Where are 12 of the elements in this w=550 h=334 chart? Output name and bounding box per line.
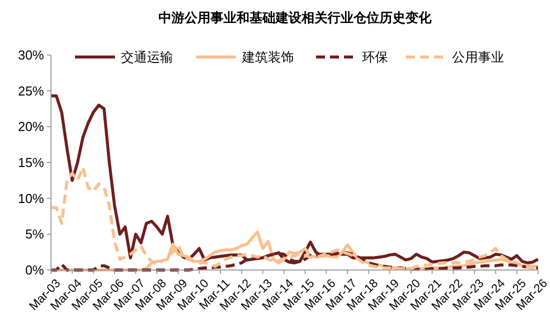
chart-title: 中游公用事业和基础建设相关行业仓位历史变化 xyxy=(158,10,432,25)
y-tick-label: 0% xyxy=(25,262,44,278)
y-tick-label: 30% xyxy=(18,48,44,63)
y-tick-label: 10% xyxy=(18,190,44,206)
y-tick-label: 5% xyxy=(25,226,44,242)
y-tick-label: 15% xyxy=(18,155,44,170)
legend-label: 环保 xyxy=(362,50,388,65)
legend-label: 交通运输 xyxy=(121,50,173,65)
y-tick-label: 25% xyxy=(18,83,44,98)
y-tick-label: 20% xyxy=(18,119,44,134)
legend-label: 建筑装饰 xyxy=(241,50,294,65)
legend-label: 公用事业 xyxy=(452,50,504,65)
